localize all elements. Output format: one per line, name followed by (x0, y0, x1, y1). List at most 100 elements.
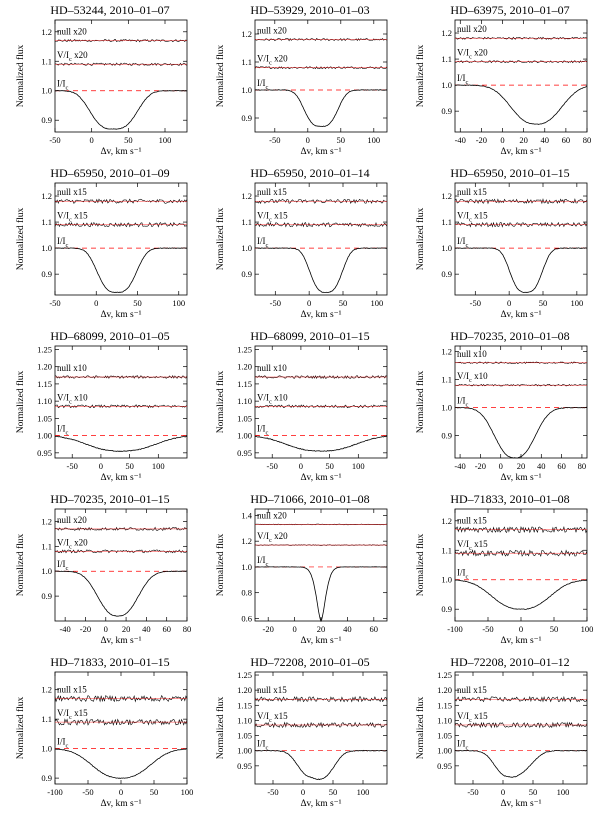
y-tick-label: 1.2 (441, 191, 452, 201)
x-tick-label: 0 (299, 461, 303, 471)
x-tick-label: -50 (470, 298, 481, 308)
null-label: null x20 (457, 24, 487, 34)
panel-title: HD–53244, 2010–01–07 (50, 3, 169, 17)
x-tick-label: 0 (307, 298, 311, 308)
x-tick-label: 100 (181, 787, 194, 797)
panel-3: HD–63975, 2010–01–07 0.9 1.0 1.1 1.2 -40 -20 0 2… (415, 3, 591, 157)
panel-title: HD–53929, 2010–01–03 (250, 3, 369, 17)
x-tick-label: 60 (370, 624, 379, 634)
x-tick-label: 100 (557, 787, 570, 797)
y-tick-label: 1.2 (241, 536, 252, 546)
null-profile-line (254, 198, 388, 204)
intensity-label: I/Ic (457, 236, 469, 249)
intensity-label: I/Ic (257, 236, 269, 249)
plot-frame (254, 508, 388, 622)
y-tick-label: 1.2 (441, 28, 452, 38)
panel-5: HD–65950, 2010–01–14 0.9 1.0 1.1 1.2 -50 0 50 10… (215, 166, 388, 320)
y-tick-label: 1.1 (41, 541, 52, 551)
y-tick-label: 1.0 (41, 566, 52, 576)
x-tick-label: 60 (562, 135, 571, 145)
x-tick-label: 20 (122, 624, 131, 634)
y-tick-label: 0.9 (41, 115, 52, 125)
intensity-profile-line (454, 749, 588, 778)
x-tick-label: -50 (267, 787, 278, 797)
x-tick-label: 0 (507, 298, 511, 308)
y-tick-label: 1.1 (441, 217, 452, 227)
stokes-v-label: V/Ic x15 (57, 211, 88, 224)
y-tick-label: 1.10 (237, 715, 252, 725)
y-axis-label: Normalized flux (215, 44, 226, 107)
x-axis-label: Δv, km s⁻¹ (300, 636, 341, 646)
x-axis-label: Δv, km s⁻¹ (100, 310, 141, 320)
y-tick-label: 1.05 (237, 731, 252, 741)
x-axis-label: Δv, km s⁻¹ (500, 799, 541, 809)
y-tick-label: 1.15 (237, 379, 252, 389)
null-profile-line (54, 198, 188, 205)
y-tick-label: 1.0 (41, 86, 52, 96)
y-tick-label: 0.9 (41, 773, 52, 783)
stokes-v-profile-line (454, 549, 588, 558)
x-tick-label: 20 (519, 135, 528, 145)
stokes-v-profile-line (54, 549, 188, 554)
y-axis-label: Normalized flux (215, 533, 226, 596)
y-tick-label: 1.2 (241, 29, 252, 39)
y-tick-label: 1.0 (441, 80, 452, 90)
x-tick-label: 100 (159, 135, 172, 145)
stokes-v-label: V/Ic x15 (457, 211, 488, 224)
x-tick-label: 0 (519, 624, 523, 634)
stokes-v-profile-line (454, 721, 588, 729)
intensity-label: I/Ic (57, 236, 69, 249)
panel-title: HD–72208, 2010–01–12 (450, 655, 569, 669)
plot-frame (54, 182, 188, 296)
panel-title: HD–65950, 2010–01–09 (50, 166, 169, 180)
intensity-label: I/Ic (257, 739, 269, 752)
x-tick-label: 20 (317, 624, 326, 634)
null-profile-line (454, 525, 588, 534)
x-tick-label: 50 (133, 298, 142, 308)
intensity-profile-line (54, 570, 187, 617)
x-tick-label: -50 (269, 135, 280, 145)
null-label: null x15 (457, 516, 487, 526)
panel-title: HD–68099, 2010–01–05 (50, 329, 169, 343)
y-tick-label: 1.20 (437, 685, 452, 695)
intensity-profile-line (454, 579, 588, 610)
x-tick-label: -50 (82, 787, 93, 797)
intensity-profile-line (254, 566, 388, 623)
stokes-v-label: V/Ic x15 (257, 711, 288, 724)
x-axis-label: Δv, km s⁻¹ (500, 147, 541, 157)
panel-title: HD–71066, 2010–01–08 (250, 492, 369, 506)
plot-frame (454, 671, 588, 785)
y-axis-label: Normalized flux (415, 533, 426, 596)
y-tick-label: 1.0 (441, 243, 452, 253)
y-tick-label: 0.95 (37, 448, 52, 458)
x-tick-label: 50 (124, 135, 133, 145)
stokes-v-label: V/Ic x20 (257, 531, 288, 544)
panel-4: HD–65950, 2010–01–09 0.9 1.0 1.1 1.2 -50 0 50 10… (15, 166, 188, 320)
y-tick-label: 0.9 (441, 106, 452, 116)
stokes-v-label: V/Ic x15 (457, 711, 488, 724)
y-tick-label: 1.00 (237, 431, 252, 441)
intensity-label: I/Ic (57, 424, 69, 437)
plot-frame (454, 508, 588, 622)
stokes-v-label: V/Ic x20 (457, 48, 488, 61)
plot-frame (54, 345, 188, 459)
y-tick-label: 1.10 (437, 715, 452, 725)
intensity-profile-line (454, 406, 587, 459)
x-tick-label: 0 (501, 787, 505, 797)
x-tick-label: 80 (183, 624, 192, 634)
x-tick-label: 40 (142, 624, 151, 634)
null-profile-line (454, 695, 588, 703)
x-axis-label: Δv, km s⁻¹ (300, 147, 341, 157)
x-tick-label: 80 (583, 135, 592, 145)
intensity-profile-line (254, 749, 388, 781)
stokes-v-label: V/Ic x15 (257, 211, 288, 224)
y-tick-label: 1.00 (237, 746, 252, 756)
null-profile-line (454, 198, 588, 205)
intensity-label: I/Ic (57, 559, 69, 572)
intensity-profile-line (254, 435, 388, 452)
panel-14: HD–72208, 2010–01–05 0.95 1.00 1.05 1.10 1.15… (215, 655, 388, 809)
x-axis-label: Δv, km s⁻¹ (100, 636, 141, 646)
x-axis-label: Δv, km s⁻¹ (300, 310, 341, 320)
